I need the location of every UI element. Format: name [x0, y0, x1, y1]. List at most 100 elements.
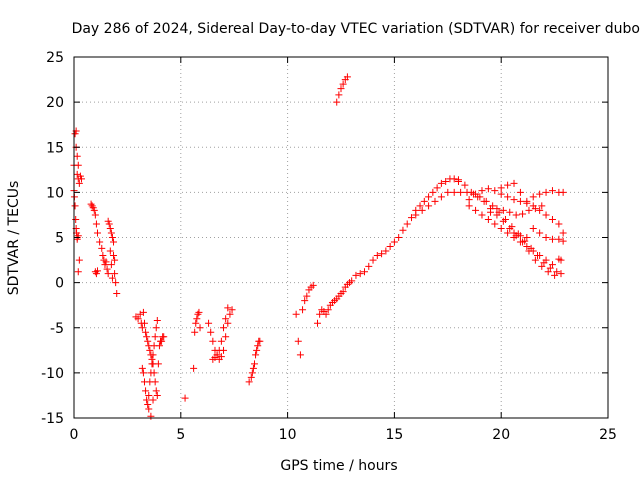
data-point	[192, 319, 200, 327]
data-point	[256, 337, 264, 345]
data-point	[516, 238, 524, 246]
data-point	[529, 224, 537, 232]
data-point	[138, 364, 146, 372]
data-point	[431, 197, 439, 205]
data-point	[75, 179, 83, 187]
series-arc-8	[314, 175, 462, 327]
data-point	[352, 271, 360, 279]
data-point	[442, 178, 450, 186]
data-point	[542, 256, 550, 264]
data-point	[542, 188, 550, 196]
chart-title: Day 286 of 2024, Sidereal Day-to-day VTE…	[72, 21, 640, 37]
series-arc-1b	[91, 267, 101, 278]
data-point	[152, 324, 160, 332]
data-point	[103, 265, 111, 273]
data-point	[506, 208, 514, 216]
series-arc-3b	[138, 317, 161, 408]
data-point	[139, 369, 147, 377]
data-point	[143, 396, 151, 404]
data-point	[191, 328, 199, 336]
data-point	[134, 315, 142, 323]
data-point	[105, 220, 113, 228]
data-point	[196, 324, 204, 332]
data-point	[106, 247, 114, 255]
data-point	[555, 235, 563, 243]
data-point	[108, 234, 116, 241]
data-point	[519, 210, 527, 218]
data-point	[222, 333, 230, 341]
data-point	[75, 256, 83, 264]
data-point	[77, 175, 85, 183]
data-point	[529, 247, 537, 255]
data-point	[559, 237, 567, 245]
data-point	[316, 310, 324, 318]
data-point	[143, 333, 151, 341]
y-tick-label: -5	[50, 321, 64, 337]
series-arc-13	[497, 179, 567, 205]
data-point	[104, 270, 112, 278]
data-point	[93, 267, 101, 275]
data-point	[148, 360, 156, 368]
data-point	[551, 271, 559, 279]
series-early-arc-b	[70, 187, 83, 276]
data-point	[504, 181, 512, 189]
data-point	[145, 391, 153, 399]
data-point	[457, 188, 465, 196]
data-point	[497, 190, 505, 198]
data-point	[542, 234, 550, 241]
data-point	[420, 197, 428, 205]
data-point	[403, 220, 411, 228]
data-point	[92, 220, 100, 228]
data-point	[136, 310, 144, 318]
data-point	[301, 297, 309, 305]
data-point	[224, 304, 232, 312]
data-point	[249, 364, 257, 372]
axis-ticks: 0 5 10 15 20 25 -15 -10 -5 0 5 10 15 20 25	[41, 50, 617, 443]
data-point	[296, 351, 304, 359]
y-tick-label: 10	[46, 185, 64, 201]
data-point	[559, 229, 567, 237]
data-point	[209, 337, 217, 345]
data-point	[538, 202, 546, 210]
grid	[74, 57, 608, 418]
data-point	[228, 306, 236, 314]
x-tick-label: 20	[492, 427, 510, 443]
data-point	[71, 202, 79, 210]
data-point	[146, 346, 154, 354]
data-point	[102, 258, 110, 266]
data-point	[433, 184, 441, 192]
data-point	[254, 342, 262, 350]
data-point	[538, 262, 546, 270]
data-point	[152, 387, 160, 395]
data-point	[217, 337, 225, 345]
data-point	[484, 185, 492, 193]
y-tick-label: 25	[46, 50, 64, 66]
data-point	[107, 229, 115, 237]
data-point	[253, 346, 261, 354]
data-point	[150, 342, 158, 350]
series-arc-10	[454, 178, 565, 279]
data-point	[90, 206, 98, 214]
data-point	[222, 315, 230, 323]
series-arc-3	[132, 308, 168, 399]
y-tick-label: -10	[41, 366, 64, 382]
data-point	[478, 211, 486, 219]
data-point	[226, 310, 234, 318]
data-point	[153, 317, 161, 325]
data-point	[215, 346, 223, 354]
data-point	[158, 337, 166, 345]
data-point	[523, 234, 531, 241]
x-tick-label: 25	[599, 427, 617, 443]
data-point	[478, 187, 486, 195]
data-point	[416, 202, 424, 210]
data-point	[74, 232, 82, 240]
data-point	[151, 333, 159, 341]
data-point	[450, 175, 458, 183]
data-point	[110, 238, 118, 246]
data-point	[491, 187, 499, 195]
data-point	[98, 244, 106, 252]
series-arc-12	[487, 202, 546, 219]
data-point	[213, 351, 221, 359]
data-point	[531, 256, 539, 264]
series-arc-4	[190, 308, 204, 372]
